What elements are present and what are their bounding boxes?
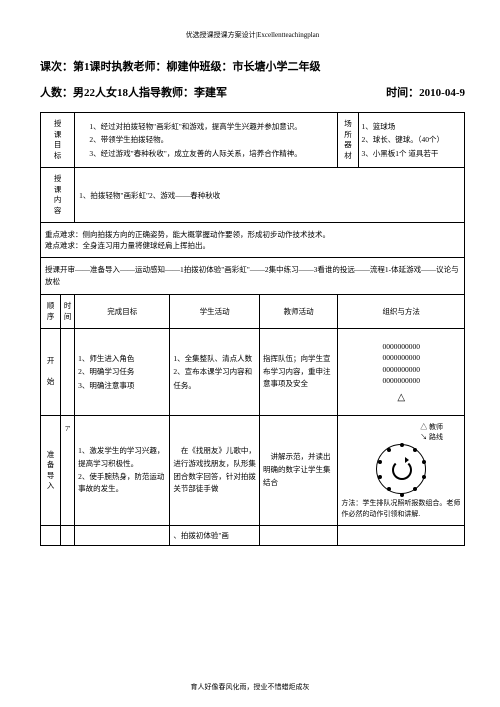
sub-right: 时间：2010-04-9 <box>386 84 465 100</box>
sub-left: 人数：男22人女18人指导教师：李建军 <box>40 84 227 100</box>
content-text: 1、拍拨轻物"画彩虹"2、游戏——春种秋收 <box>75 168 465 223</box>
r3-c4: 、拍拨初体验"画 <box>170 526 260 546</box>
circle-diagram-icon <box>376 444 426 494</box>
label-content: 授课内容 <box>41 168 75 223</box>
r1-teacher: 指挥队伍；向学生宣布学习内容，重申注意事项及安全 <box>259 329 337 416</box>
seq-prep: 准备导入 <box>41 416 61 526</box>
r2-goals: 1、激发学生的学习兴趣，提高学习积极性。 2、使手腕热身，防范运动事故的发生。 <box>75 416 170 526</box>
r3-c1 <box>41 526 61 546</box>
title-line: 课次：第1课时执教老师：柳建仲班级：市长塘小学二年级 <box>40 58 465 74</box>
label-place: 场所器材 <box>338 113 358 168</box>
keypoint: 重点难求：侧向拍拨方向的正确姿势，能大概掌握动作要领，形成初步动作技术技术。 难… <box>41 223 465 258</box>
r1-student: 1、全集整队、清点人数 2、宣布本课学习内容和任务。 <box>170 329 260 416</box>
time1 <box>61 329 75 416</box>
r2-teacher: 讲解示范，并读出明确的数字让学生集结合 <box>259 416 337 526</box>
r3-c3 <box>75 526 170 546</box>
r1-org: 0000000000 0000000000 0000000000 0000000… <box>338 329 465 416</box>
r3-c2 <box>61 526 75 546</box>
sub-line: 人数：男22人女18人指导教师：李建军 时间：2010-04-9 <box>40 84 465 100</box>
col-seq: 顺序 <box>41 295 61 329</box>
r3-c5 <box>259 526 337 546</box>
col-time: 时间 <box>61 295 75 329</box>
col-goal: 完成目标 <box>75 295 170 329</box>
time2: 7' <box>61 416 75 526</box>
col-teacher: 教师活动 <box>259 295 337 329</box>
seq-begin: 开 始 <box>41 329 61 416</box>
col-student: 学生活动 <box>170 295 260 329</box>
label-goal: 授课目标 <box>41 113 75 168</box>
r3-c6 <box>338 526 465 546</box>
footer: 育人好像春风化雨，授业不惜蜡炬成灰 <box>40 682 460 692</box>
r1-goals: 1、师生进入角色 2、明确学习任务 3、明确注意事项 <box>75 329 170 416</box>
col-org: 组织与方法 <box>338 295 465 329</box>
r2-org: △ 教师 ↘ 路线 方法：学生排队况照听报数组合。老师作必然的动作引领和讲解. <box>338 416 465 526</box>
page-header: 优选授课授课方案设计|Excellentteachingplan <box>40 30 465 40</box>
lesson-table: 授课目标 1、经过对拍拨轻物"画彩虹"和游戏，提高学生兴趣并参加意识。 2、带领… <box>40 112 465 546</box>
goal-items: 1、经过对拍拨轻物"画彩虹"和游戏，提高学生兴趣并参加意识。 2、带领学生拍拨轻… <box>75 113 338 168</box>
process: 授课开审——准备导入——运动感知——1拍拨初体验"画彩虹"——2集中练习——3看… <box>41 258 465 295</box>
triangle-icon: △ <box>341 392 461 403</box>
r2-student: 在《找朋友》儿歌中，进行游戏找朋友，队形集团合数字回答，针对拍拨关节部徒手做 <box>170 416 260 526</box>
place-items: 1、篮球场 2、球长、键球。（40个） 3、小黑板1个 道具若干 <box>358 113 464 168</box>
